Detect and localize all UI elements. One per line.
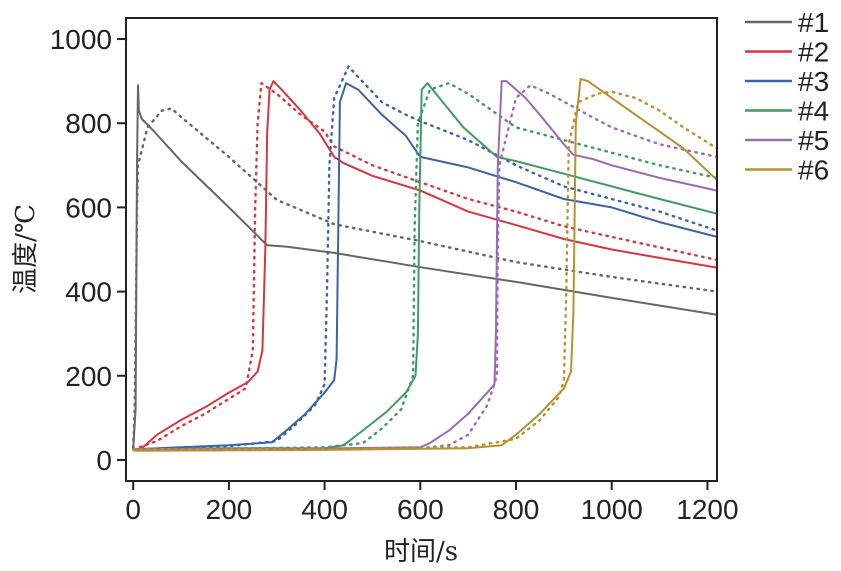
legend-label-4: #4 [798,96,829,127]
x-tick-label: 200 [206,494,253,525]
x-tick-label: 600 [397,494,444,525]
series-1-solid-line [132,84,718,450]
series-4-solid-line [133,82,718,451]
legend: #1#2#3#4#5#6 [745,7,829,186]
x-axis-title: 时间/s [384,537,458,567]
y-tick-label: 800 [65,108,112,139]
ticks-layer: 0 200 400 600 800 1000 1200 0 200 400 600 800 1000 [50,24,739,525]
series-6-solid-line [133,78,718,452]
series-2-dotted-line [131,81,719,451]
series-3-solid-line [133,82,718,451]
series-3-dotted-line [131,65,719,451]
y-tick-label: 400 [65,277,112,308]
x-tick-label: 1200 [676,494,738,525]
x-tick-label: 1000 [581,494,643,525]
series-2-solid-line [139,80,718,451]
x-tick-label: 400 [301,494,348,525]
y-tick-label: 200 [65,361,112,392]
y-tick-label: 600 [65,192,112,223]
y-tick-label: 0 [96,445,112,476]
series-5-solid-line [133,80,718,451]
x-tick-label: 0 [125,494,141,525]
legend-label-6: #6 [798,155,829,186]
y-tick-label: 1000 [50,24,112,55]
series-6-dotted-line [131,90,719,451]
legend-label-1: #1 [798,7,829,38]
plot-frame [125,17,718,482]
legend-label-2: #2 [798,37,829,68]
legend-label-5: #5 [798,125,829,156]
x-tick-label: 800 [493,494,540,525]
series-4-dotted-line [131,81,719,451]
series-layer [131,65,719,452]
y-axis-title: 温度/℃ [11,204,41,294]
legend-label-3: #3 [798,66,829,97]
